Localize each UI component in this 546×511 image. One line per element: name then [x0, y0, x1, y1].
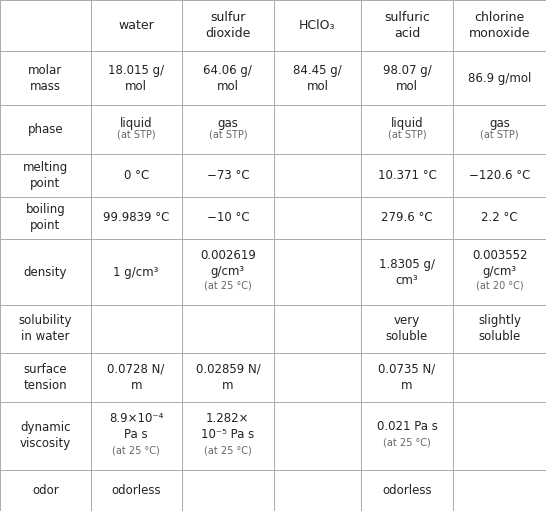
Text: 279.6 °C: 279.6 °C	[381, 212, 433, 224]
Text: (at STP): (at STP)	[209, 130, 247, 140]
Text: 0 °C: 0 °C	[123, 169, 149, 182]
Text: chlorine
monoxide: chlorine monoxide	[469, 11, 530, 40]
Text: sulfur
dioxide: sulfur dioxide	[205, 11, 251, 40]
Text: −73 °C: −73 °C	[206, 169, 249, 182]
Text: (at 25 °C): (at 25 °C)	[383, 438, 431, 448]
Text: 0.0728 N/
m: 0.0728 N/ m	[108, 363, 165, 392]
Text: 1 g/cm³: 1 g/cm³	[114, 266, 159, 278]
Text: 8.9×10⁻⁴
Pa s: 8.9×10⁻⁴ Pa s	[109, 412, 163, 442]
Text: odorless: odorless	[111, 484, 161, 497]
Text: boiling
point: boiling point	[26, 203, 66, 233]
Text: surface
tension: surface tension	[23, 363, 67, 392]
Text: melting
point: melting point	[23, 160, 68, 190]
Text: (at STP): (at STP)	[117, 130, 156, 140]
Text: odorless: odorless	[382, 484, 432, 497]
Text: 0.002619
g/cm³: 0.002619 g/cm³	[200, 249, 256, 278]
Text: 84.45 g/
mol: 84.45 g/ mol	[293, 64, 342, 93]
Text: liquid: liquid	[391, 117, 423, 130]
Text: dynamic
viscosity: dynamic viscosity	[20, 421, 71, 450]
Text: slightly
soluble: slightly soluble	[478, 314, 521, 343]
Text: 99.9839 °C: 99.9839 °C	[103, 212, 169, 224]
Text: molar
mass: molar mass	[28, 64, 63, 93]
Text: 0.021 Pa s: 0.021 Pa s	[377, 421, 437, 433]
Text: gas: gas	[489, 117, 510, 130]
Text: 1.282×
10⁻⁵ Pa s: 1.282× 10⁻⁵ Pa s	[201, 412, 254, 442]
Text: 98.07 g/
mol: 98.07 g/ mol	[383, 64, 431, 93]
Text: density: density	[23, 266, 67, 278]
Text: (at 25 °C): (at 25 °C)	[204, 445, 252, 455]
Text: (at STP): (at STP)	[388, 130, 426, 140]
Text: 0.02859 N/
m: 0.02859 N/ m	[195, 363, 260, 392]
Text: phase: phase	[28, 123, 63, 136]
Text: gas: gas	[217, 117, 239, 130]
Text: 86.9 g/mol: 86.9 g/mol	[468, 72, 531, 85]
Text: 0.003552
g/cm³: 0.003552 g/cm³	[472, 249, 527, 278]
Text: 2.2 °C: 2.2 °C	[482, 212, 518, 224]
Text: 18.015 g/
mol: 18.015 g/ mol	[108, 64, 164, 93]
Text: 10.371 °C: 10.371 °C	[377, 169, 436, 182]
Text: 64.06 g/
mol: 64.06 g/ mol	[204, 64, 252, 93]
Text: (at 20 °C): (at 20 °C)	[476, 281, 524, 291]
Text: 1.8305 g/
cm³: 1.8305 g/ cm³	[379, 258, 435, 287]
Text: sulfuric
acid: sulfuric acid	[384, 11, 430, 40]
Text: liquid: liquid	[120, 117, 152, 130]
Text: (at 25 °C): (at 25 °C)	[204, 281, 252, 291]
Text: water: water	[118, 19, 154, 32]
Text: very
soluble: very soluble	[386, 314, 428, 343]
Text: solubility
in water: solubility in water	[19, 314, 72, 343]
Text: −120.6 °C: −120.6 °C	[469, 169, 530, 182]
Text: (at STP): (at STP)	[480, 130, 519, 140]
Text: odor: odor	[32, 484, 59, 497]
Text: 0.0735 N/
m: 0.0735 N/ m	[378, 363, 436, 392]
Text: (at 25 °C): (at 25 °C)	[112, 445, 160, 455]
Text: HClO₃: HClO₃	[299, 19, 336, 32]
Text: −10 °C: −10 °C	[206, 212, 249, 224]
